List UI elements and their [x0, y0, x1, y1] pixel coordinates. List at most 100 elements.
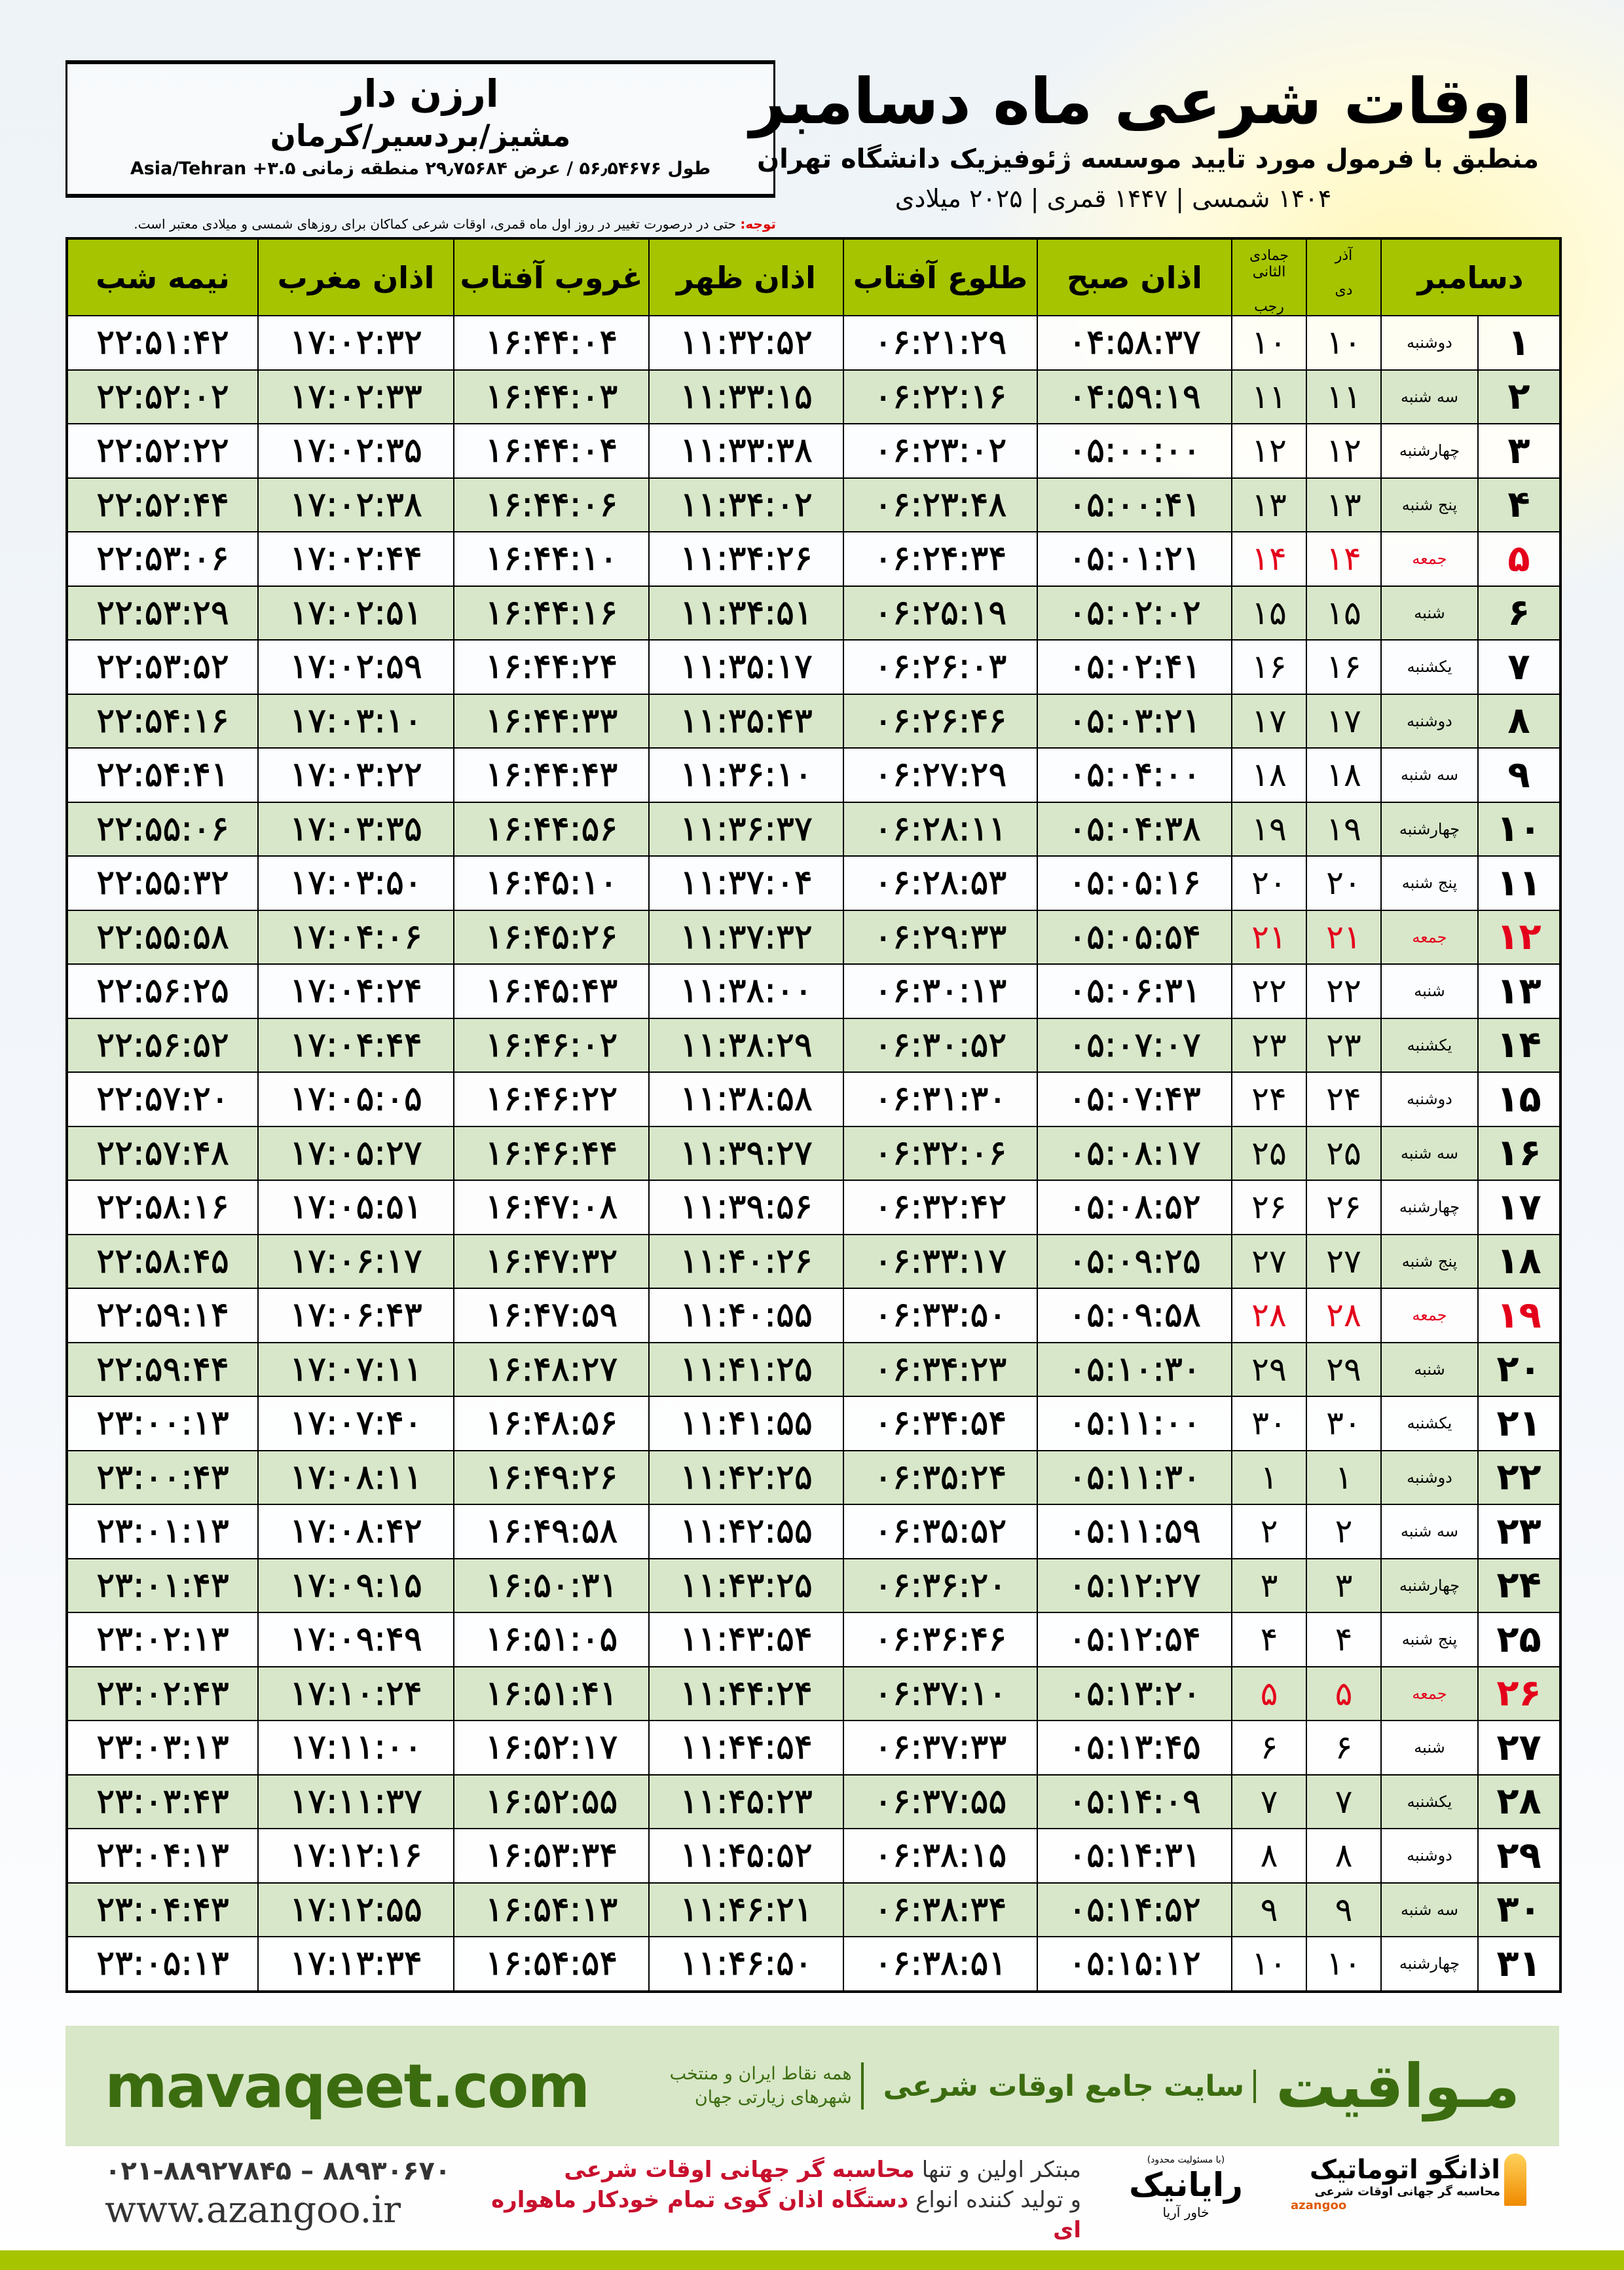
dhuhr-time: ۱۱:۴۴:۵۴ [648, 1720, 844, 1776]
solar-day: ۲۰ [1306, 855, 1382, 911]
maghrib-time: ۱۷:۰۷:۴۰ [257, 1396, 454, 1451]
sunrise-time: ۰۶:۲۸:۱۱ [843, 801, 1038, 857]
fajr-time: ۰۵:۱۰:۳۰ [1037, 1341, 1232, 1397]
dhuhr-time: ۱۱:۴۱:۵۵ [648, 1396, 844, 1451]
lunar-day: ۱۴ [1231, 531, 1307, 587]
table-row: ۸ دوشنبه ۱۷ ۱۷ ۰۵:۰۳:۲۱ ۰۶:۲۶:۴۶ ۱۱:۳۵:۴۳ ۱۶:۴۴… [66, 693, 1561, 749]
weekday: یکشنبه [1381, 1396, 1479, 1451]
midnight-time: ۲۲:۵۸:۴۵ [66, 1233, 259, 1289]
fajr-time: ۰۵:۱۴:۳۱ [1037, 1828, 1232, 1884]
sunset-time: ۱۶:۴۴:۱۶ [453, 585, 650, 641]
solar-day: ۱۸ [1306, 747, 1382, 803]
fajr-time: ۰۵:۱۱:۳۰ [1037, 1449, 1232, 1505]
sunset-time: ۱۶:۵۴:۱۳ [453, 1882, 650, 1937]
lunar-day: ۱۳ [1231, 477, 1307, 532]
dhuhr-time: ۱۱:۳۹:۲۷ [648, 1125, 844, 1181]
maghrib-time: ۱۷:۰۳:۲۲ [257, 747, 454, 803]
table-row: ۷ یکشنبه ۱۶ ۱۶ ۰۵:۰۲:۴۱ ۰۶:۲۶:۰۳ ۱۱:۳۵:۱۷ ۱۶:۴۴… [66, 639, 1561, 695]
lunar-day: ۲۲ [1231, 963, 1307, 1019]
solar-day: ۱۴ [1306, 531, 1382, 587]
maghrib-time: ۱۷:۰۹:۱۵ [257, 1557, 454, 1613]
midnight-time: ۲۳:۰۲:۴۳ [66, 1665, 259, 1721]
mavaqeet-site-link[interactable]: mavaqeet.com [105, 2051, 590, 2121]
table-row: ۱۹ جمعه ۲۸ ۲۸ ۰۵:۰۹:۵۸ ۰۶:۳۳:۵۰ ۱۱:۴۰:۵۵ ۱۶:۴۷:… [66, 1288, 1561, 1343]
lunar-day: ۱۲ [1231, 423, 1307, 479]
weekday: دوشنبه [1381, 1828, 1479, 1884]
sunrise-time: ۰۶:۲۸:۵۳ [843, 855, 1038, 911]
sunset-time: ۱۶:۴۷:۵۹ [453, 1288, 650, 1343]
dhuhr-time: ۱۱:۳۶:۳۷ [648, 801, 844, 857]
lunar-day: ۲ [1231, 1504, 1307, 1559]
weekday: سه شنبه [1381, 1882, 1479, 1937]
table-row: ۲۵ پنج شنبه ۴ ۴ ۰۵:۱۲:۵۴ ۰۶:۳۶:۴۶ ۱۱:۴۳:۵۴ ۱۶:۵… [66, 1612, 1561, 1667]
header-solar-current: دی [1335, 282, 1353, 299]
sunset-time: ۱۶:۵۲:۱۷ [453, 1720, 650, 1776]
sunrise-time: ۰۶:۳۶:۲۰ [843, 1557, 1038, 1613]
sunset-time: ۱۶:۵۴:۵۴ [453, 1936, 650, 1992]
dhuhr-time: ۱۱:۴۶:۲۱ [648, 1882, 844, 1937]
sunset-time: ۱۶:۴۸:۵۶ [453, 1396, 650, 1451]
maghrib-time: ۱۷:۱۰:۲۴ [257, 1665, 454, 1721]
year-dates: ۱۴۰۴ شمسی | ۱۴۴۷ قمری | ۲۰۲۵ میلادی [895, 184, 1332, 213]
sunset-time: ۱۶:۵۰:۳۱ [453, 1557, 650, 1613]
weekday: جمعه [1381, 1288, 1479, 1343]
header-sunset: غروب آفتاب [453, 238, 649, 316]
header-lunar-prev: جمادی الثانی [1249, 248, 1289, 280]
weekday: جمعه [1381, 531, 1479, 587]
sunset-time: ۱۶:۴۹:۵۸ [453, 1504, 650, 1559]
weekday: دوشنبه [1381, 315, 1479, 371]
lunar-day: ۱۸ [1231, 747, 1307, 803]
header-midnight: نیمه شب [66, 238, 258, 316]
fajr-time: ۰۴:۵۹:۱۹ [1037, 369, 1232, 424]
solar-day: ۲۹ [1306, 1341, 1382, 1397]
sunset-time: ۱۶:۴۴:۵۶ [453, 801, 650, 857]
midnight-time: ۲۳:۰۱:۴۳ [66, 1557, 259, 1613]
azangoo-en: azangoo [1291, 2199, 1347, 2212]
weekday: یکشنبه [1381, 1017, 1479, 1073]
maghrib-time: ۱۷:۰۵:۵۱ [257, 1180, 454, 1235]
maghrib-time: ۱۷:۰۲:۳۵ [257, 423, 454, 479]
midnight-time: ۲۲:۵۲:۰۲ [66, 369, 259, 424]
maghrib-time: ۱۷:۰۹:۴۹ [257, 1612, 454, 1667]
header-lunar-current: رجب [1254, 299, 1284, 315]
sunrise-time: ۰۶:۲۳:۰۲ [843, 423, 1038, 479]
maghrib-time: ۱۷:۱۳:۳۴ [257, 1936, 454, 1992]
table-row: ۲۹ دوشنبه ۸ ۸ ۰۵:۱۴:۳۱ ۰۶:۳۸:۱۵ ۱۱:۴۵:۵۲ ۱۶:۵۳:… [66, 1828, 1561, 1884]
table-row: ۱۴ یکشنبه ۲۳ ۲۳ ۰۵:۰۷:۰۷ ۰۶:۳۰:۵۲ ۱۱:۳۸:۲۹ ۱۶:۴… [66, 1017, 1561, 1073]
weekday: چهارشنبه [1381, 1180, 1479, 1235]
fajr-time: ۰۵:۰۶:۳۱ [1037, 963, 1232, 1019]
weekday: شنبه [1381, 1720, 1479, 1776]
solar-day: ۱۱ [1306, 369, 1382, 424]
day-number: ۱۵ [1477, 1071, 1561, 1127]
page-title: اوقات شرعی ماه دسامبر [749, 65, 1532, 138]
midnight-time: ۲۲:۵۵:۰۶ [66, 801, 259, 857]
note-label: توجه: [740, 216, 776, 232]
dhuhr-time: ۱۱:۳۳:۳۸ [648, 423, 844, 479]
sunrise-time: ۰۶:۳۶:۴۶ [843, 1612, 1038, 1667]
sunrise-time: ۰۶:۲۵:۱۹ [843, 585, 1038, 641]
azangoo-website-link[interactable]: www.azangoo.ir [105, 2189, 401, 2231]
dhuhr-time: ۱۱:۴۱:۲۵ [648, 1341, 844, 1397]
solar-day: ۲۵ [1306, 1125, 1382, 1181]
azangoo-name: اذانگو اتوماتیک [1309, 2155, 1500, 2185]
midnight-time: ۲۲:۵۴:۱۶ [66, 693, 259, 749]
sunrise-time: ۰۶:۳۸:۱۵ [843, 1828, 1038, 1884]
lunar-day: ۲۵ [1231, 1125, 1307, 1181]
midnight-time: ۲۳:۰۴:۴۳ [66, 1882, 259, 1937]
solar-day: ۴ [1306, 1612, 1382, 1667]
maghrib-time: ۱۷:۰۲:۳۳ [257, 369, 454, 424]
day-number: ۲۰ [1477, 1341, 1561, 1397]
day-number: ۲۶ [1477, 1665, 1561, 1721]
promo-text: مبتکر اولین و تنها محاسبه گر جهانی اوقات… [477, 2155, 1081, 2245]
day-number: ۲۱ [1477, 1396, 1561, 1451]
fajr-time: ۰۵:۰۵:۵۴ [1037, 909, 1232, 965]
lunar-day: ۱ [1231, 1449, 1307, 1505]
rayanik-name: رایانیک [1129, 2166, 1243, 2204]
weekday: شنبه [1381, 963, 1479, 1019]
solar-day: ۱۰ [1306, 315, 1382, 371]
bottom-stripe [0, 2250, 1624, 2270]
sunrise-time: ۰۶:۲۹:۳۳ [843, 909, 1038, 965]
midnight-time: ۲۲:۵۶:۲۵ [66, 963, 259, 1019]
maghrib-time: ۱۷:۰۴:۲۴ [257, 963, 454, 1019]
maghrib-time: ۱۷:۰۳:۳۵ [257, 801, 454, 857]
